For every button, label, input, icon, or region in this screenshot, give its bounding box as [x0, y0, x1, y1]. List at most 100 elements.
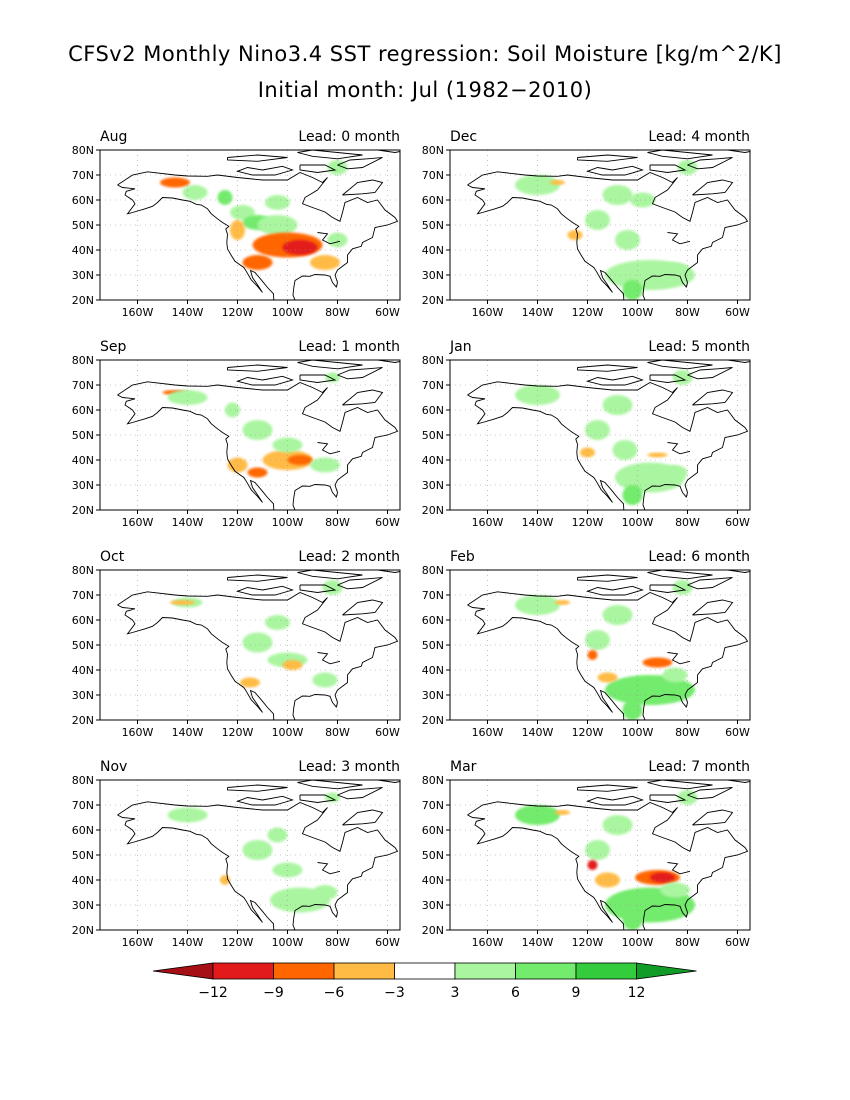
tick-label-lon: 80W — [325, 306, 350, 319]
shading-blob — [672, 580, 693, 595]
shading-blob — [642, 657, 673, 668]
tick-label-lon: 60W — [375, 936, 400, 949]
coastlines — [117, 780, 400, 930]
tick-label-lat: 70N — [72, 589, 94, 602]
shading-blob — [160, 177, 190, 188]
shading-blob — [282, 240, 318, 255]
coastline-island — [649, 584, 687, 593]
shading-blob — [587, 860, 598, 870]
coastlines — [467, 570, 750, 720]
shading-blob — [265, 615, 290, 630]
tick-label-lon: 100W — [622, 726, 654, 739]
coastline-east — [467, 591, 749, 720]
tick-label-lat: 40N — [422, 664, 444, 677]
panel-sep: 80N 70N 60N 50N 40N 30N 20N 160W 140W 120W 100W 80W… — [72, 339, 401, 529]
shading-blob — [602, 815, 633, 835]
coastline-island — [585, 375, 644, 386]
gridlines — [100, 150, 400, 300]
colorbar-arrow-low — [152, 962, 214, 980]
shading-blob — [622, 280, 643, 300]
tick-label-lon: 80W — [675, 306, 700, 319]
shading-blob — [622, 485, 643, 505]
panel-month-label: Mar — [450, 759, 477, 775]
coastline-island — [647, 150, 713, 160]
tick-label-lat: 40N — [72, 664, 94, 677]
colorbar-swatch — [515, 962, 577, 980]
tick-label-lat: 30N — [72, 689, 94, 702]
shading-blob — [615, 230, 640, 250]
shading-blob — [622, 700, 643, 720]
panel-lead-label: Lead: 6 month — [648, 549, 750, 565]
coastline-island — [342, 599, 384, 616]
great-lakes — [317, 232, 341, 245]
coastline-west — [117, 394, 275, 510]
tick-label-lat: 40N — [72, 244, 94, 257]
tick-label-lat: 50N — [422, 849, 444, 862]
tick-label-lat: 70N — [72, 799, 94, 812]
great-lakes — [317, 442, 341, 455]
shading-blob — [325, 372, 340, 383]
tick-label-lon: 140W — [522, 306, 554, 319]
colorbar-label: −9 — [263, 985, 284, 1001]
tick-label-lon: 140W — [172, 306, 204, 319]
tick-label-lon: 140W — [172, 936, 204, 949]
tick-label-lat: 80N — [72, 354, 94, 367]
shading-blob — [267, 827, 288, 843]
coastline-island — [235, 795, 294, 806]
coastline-island — [337, 157, 383, 170]
tick-label-lon: 100W — [272, 516, 304, 529]
colorbar-swatch — [212, 962, 274, 980]
panel-lead-label: Lead: 3 month — [298, 759, 400, 775]
shading-blob — [327, 160, 348, 175]
colorbar-swatch — [454, 962, 516, 980]
coastline-island — [692, 599, 734, 616]
tick-label-lat: 30N — [422, 899, 444, 912]
colorbar-arrow-high — [636, 962, 697, 980]
shading — [167, 792, 340, 913]
great-lakes — [667, 652, 691, 665]
coastline-east — [117, 381, 399, 510]
chart-title: CFSv2 Monthly Nino3.4 SST regression: So… — [68, 42, 782, 66]
coastline-island — [577, 154, 638, 162]
colorbar-label: 12 — [628, 985, 646, 1001]
coastline-island — [585, 585, 644, 596]
coastline-island — [337, 367, 383, 380]
panel-month-label: Dec — [450, 129, 477, 145]
coastline-island — [299, 794, 337, 803]
coastline-island — [337, 787, 383, 800]
shading-blob — [225, 402, 240, 418]
tick-label-lon: 60W — [375, 726, 400, 739]
tick-label-lon: 120W — [222, 726, 254, 739]
gridlines — [100, 570, 400, 720]
shading-blob — [672, 370, 693, 385]
great-lakes — [317, 652, 341, 665]
panel-month-label: Aug — [100, 129, 127, 145]
coastline-island — [647, 570, 713, 580]
tick-label-lat: 30N — [72, 269, 94, 282]
coastline-island — [227, 784, 288, 792]
tick-label-lat: 70N — [422, 169, 444, 182]
colorbar-swatch — [394, 962, 456, 980]
coastline-island — [342, 179, 384, 196]
tick-label-lat: 40N — [72, 454, 94, 467]
coastline-island — [299, 584, 337, 593]
tick-label-lat: 20N — [72, 714, 94, 727]
coastline-island — [726, 150, 750, 153]
colorbar-label: 3 — [451, 985, 460, 1001]
shading-blob — [312, 885, 338, 900]
coastline-west — [467, 604, 625, 720]
tick-label-lon: 60W — [375, 516, 400, 529]
tick-label-lat: 20N — [72, 924, 94, 937]
shading-blob — [282, 660, 303, 670]
shading-blob — [242, 255, 273, 270]
coastline-island — [687, 157, 733, 170]
tick-label-lat: 80N — [72, 774, 94, 787]
tick-label-lat: 60N — [72, 824, 94, 837]
coastlines — [467, 360, 750, 510]
colorbar: −12 −9 −6 −3 3 6 9 12 — [152, 962, 697, 1001]
tick-label-lat: 70N — [422, 799, 444, 812]
tick-label-lon: 160W — [122, 516, 154, 529]
shading-blob — [322, 580, 343, 595]
tick-label-lon: 100W — [622, 516, 654, 529]
coastline-island — [337, 577, 383, 590]
